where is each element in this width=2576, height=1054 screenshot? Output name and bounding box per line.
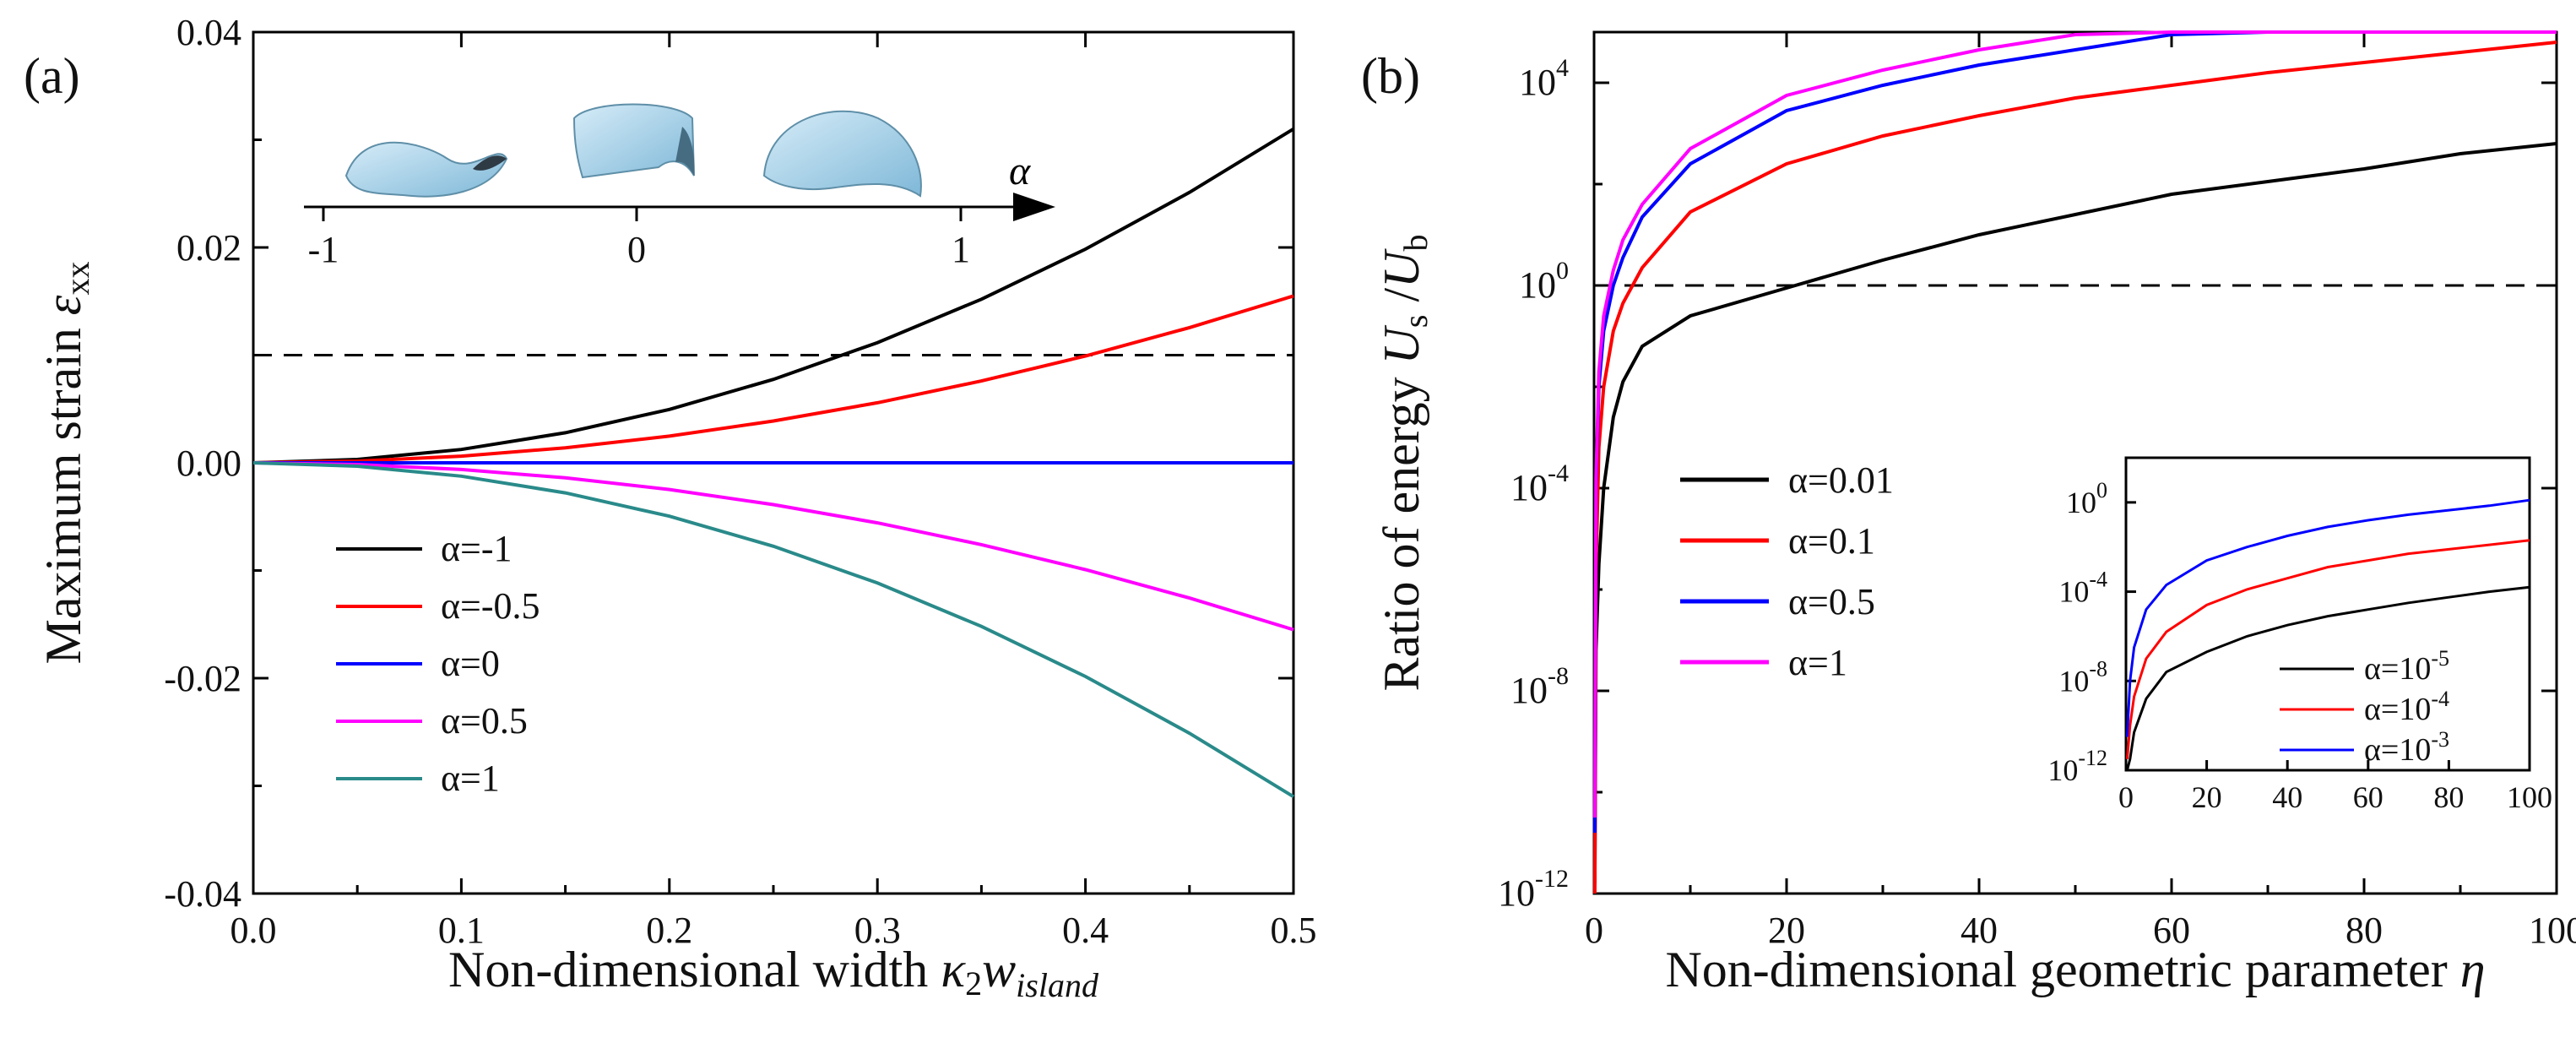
panel-b-inset-x-tick-label: 80 — [2433, 780, 2464, 814]
panel-b-x-tick-label: 100 — [2529, 910, 2576, 951]
panel-a-legend-label: α=-1 — [441, 528, 512, 569]
alpha-tick-label-0: 0 — [627, 229, 646, 270]
panel-a-alpha-inset: -1 0 1 α — [304, 103, 1055, 270]
panel-b-series-line-3 — [1592, 30, 2557, 818]
panel-b-x-tick-label: 0 — [1585, 910, 1603, 951]
panel-b-inset-y-ticks: 100 10-4 10-8 10-12 — [2047, 478, 2136, 787]
panel-b-y-ticks: 104 100 10-4 10-8 10-12 — [1498, 54, 2557, 914]
panel-b-x-tick-label: 40 — [1960, 910, 1998, 951]
panel-b-x-ticks: 0 20 40 60 80 100 — [1585, 32, 2576, 951]
panel-a-legend: α=-1 α=-0.5 α=0 α=0.5 α=1 — [336, 528, 540, 799]
panel-b-legend: α=0.01 α=0.1 α=0.5 α=1 — [1680, 459, 1894, 683]
alpha-tick-label-minus1: -1 — [308, 229, 339, 270]
panel-b-series-line-1 — [1592, 41, 2557, 894]
panel-b-inset-y-tick-label: 100 — [2066, 478, 2107, 519]
panel-a-legend-label: α=0.5 — [441, 700, 528, 742]
dome-shape-icon — [762, 110, 922, 198]
panel-a-series-line-3 — [252, 461, 1294, 632]
panel-b-inset-series-line-2 — [2125, 498, 2530, 737]
panel-a-x-ticks: 0.0 0.1 0.2 0.3 0.4 0.5 — [230, 32, 1317, 951]
panel-b-inset-x-tick-label: 60 — [2353, 780, 2383, 814]
panel-a-x-tick-label: 0.4 — [1062, 910, 1109, 951]
alpha-tick-label-1: 1 — [952, 229, 970, 270]
panel-b-x-tick-label: 60 — [2153, 910, 2190, 951]
panel-a-series — [252, 127, 1295, 799]
alpha-axis-label: α — [1009, 149, 1031, 193]
panel-a-series-line-0 — [252, 127, 1295, 465]
panel-b-inset-x-tick-label: 0 — [2118, 780, 2134, 814]
panel-a: (a) 0.0 0.1 0.2 0.3 0.4 0.5 -0.04-0.020.000.0… — [24, 12, 1317, 1004]
panel-a-y-tick-label: -0.04 — [164, 873, 241, 915]
panel-b-inset-x-tick-label: 100 — [2507, 780, 2552, 814]
panel-a-x-axis-title: Non-dimensional width κ2wisland — [448, 942, 1099, 1004]
panel-a-series-line-1 — [252, 294, 1294, 465]
panel-a-x-tick-label: 0.2 — [646, 910, 692, 951]
panel-b-inset-legend-label: α=10-3 — [2364, 727, 2449, 768]
panel-a-legend-label: α=1 — [441, 758, 500, 799]
panel-a-x-tick-label: 0.1 — [438, 910, 485, 951]
panel-b-legend-label: α=1 — [1788, 642, 1847, 683]
panel-b-inset-series-line-0 — [2125, 585, 2530, 771]
panel-a-y-axis-title: Maximum strain εxx — [35, 262, 96, 665]
panel-b-y-tick-label: 10-8 — [1510, 662, 1569, 711]
panel-a-y-tick-label: 0.04 — [176, 12, 241, 53]
panel-b-inset-legend-label: α=10-4 — [2364, 687, 2449, 727]
panel-b-inset-y-tick-label: 10-12 — [2047, 746, 2107, 787]
panel-b-inset-x-ticks: 0 20 40 60 80 100 — [2118, 760, 2552, 814]
panel-a-x-tick-label: 0.5 — [1271, 910, 1317, 951]
panel-b-series-line-0 — [1592, 142, 2557, 884]
panel-b-inset-frame — [2124, 456, 2531, 772]
panel-a-legend-label: α=-0.5 — [441, 585, 540, 627]
panel-b-inset-y-tick-label: 10-8 — [2058, 656, 2107, 698]
panel-b-inset-x-tick-label: 20 — [2192, 780, 2222, 814]
panel-b-x-tick-label: 20 — [1768, 910, 1805, 951]
panel-b-legend-label: α=0.5 — [1788, 581, 1875, 622]
panel-a-series-line-4 — [252, 461, 1295, 799]
panel-b-series — [1592, 30, 2557, 894]
alpha-axis-arrow-icon — [1013, 193, 1055, 221]
panel-b-inset-legend: α=10-5α=10-4α=10-3 — [2280, 646, 2449, 768]
panel-b-y-tick-label: 104 — [1519, 54, 1569, 103]
panel-b-inset-y-tick-label: 10-4 — [2058, 568, 2107, 609]
panel-b-y-tick-label: 100 — [1519, 257, 1569, 306]
panel-b-y-tick-label: 10-12 — [1498, 865, 1569, 914]
panel-b: (b) 0 20 40 60 80 100 104 100 10-4 10-8 10-12 α=0… — [1361, 30, 2576, 997]
saddle-shape-icon — [344, 141, 508, 198]
panel-a-y-ticks: -0.04 -0.02 0.00 0.02 0.04 — [164, 12, 1293, 915]
panel-a-x-tick-label: 0.3 — [854, 910, 901, 951]
panel-a-y-tick-label: -0.02 — [164, 658, 241, 699]
panel-b-x-axis-title-text: Non-dimensional geometric parameter η — [1665, 942, 2485, 997]
panel-b-inset-series-line-1 — [2125, 539, 2530, 759]
panel-b-legend-label: α=0.01 — [1788, 459, 1894, 501]
panel-b-label: (b) — [1361, 48, 1420, 104]
panel-b-inset-x-tick-label: 40 — [2272, 780, 2302, 814]
panel-b-inset-series — [2125, 498, 2530, 771]
panel-b-y-axis-title: Ratio of energy Us /Ub — [1374, 234, 1434, 691]
cylinder-shape-icon — [572, 103, 695, 179]
panel-b-legend-label: α=0.1 — [1788, 520, 1875, 562]
panel-b-x-tick-label: 80 — [2346, 910, 2383, 951]
cylinder-edge-icon — [675, 127, 695, 176]
panel-a-y-tick-label: 0.00 — [176, 443, 241, 484]
panel-a-legend-label: α=0 — [441, 643, 500, 684]
saddle-shadow-icon — [473, 155, 507, 171]
panel-b-y-tick-label: 10-4 — [1510, 459, 1569, 508]
panel-a-label: (a) — [24, 48, 80, 104]
panel-b-inset-legend-label: α=10-5 — [2364, 646, 2449, 687]
panel-a-x-tick-label: 0.0 — [230, 910, 277, 951]
panel-a-y-tick-label: 0.02 — [176, 227, 241, 269]
